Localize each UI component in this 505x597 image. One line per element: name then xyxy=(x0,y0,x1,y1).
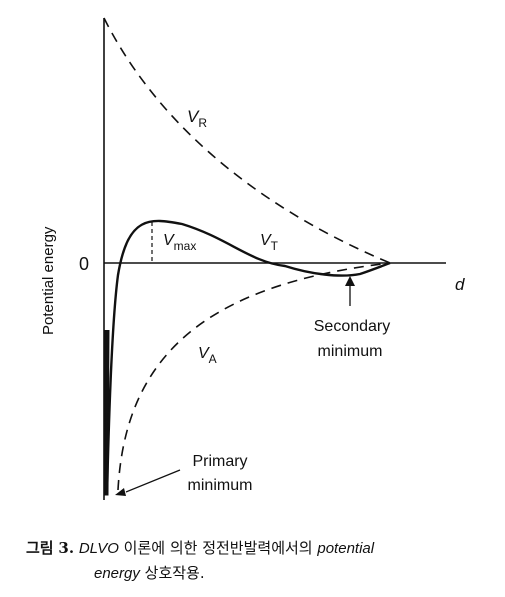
caption-italic-1: potential xyxy=(317,540,375,557)
primary-minimum-label-1: Primary xyxy=(192,453,247,470)
vt-sub: T xyxy=(271,239,279,253)
vmax-sub: max xyxy=(174,239,197,253)
secondary-minimum-label-1: Secondary xyxy=(314,318,391,335)
origin-label: 0 xyxy=(79,254,89,274)
caption-korean-2: 상호작용. xyxy=(144,564,205,582)
vt-label: VT xyxy=(260,232,279,253)
va-label: VA xyxy=(198,345,217,366)
caption-number: 3. xyxy=(58,539,75,557)
primary-minimum-label-2: minimum xyxy=(188,477,253,494)
secondary-min-arrowhead xyxy=(345,276,355,286)
vmax-label: Vmax xyxy=(163,232,196,253)
caption-prefix: 그림 xyxy=(26,539,54,557)
primary-min-arrowhead xyxy=(115,488,126,496)
va-main: V xyxy=(198,345,210,362)
repulsive-curve xyxy=(103,17,391,264)
primary-min-arrow xyxy=(125,469,181,493)
vt-main: V xyxy=(260,232,272,249)
dlvo-potential-diagram: Potential energy 0 d VR Vmax VT VA Secon… xyxy=(40,17,465,500)
vmax-main: V xyxy=(163,232,175,249)
vr-main: V xyxy=(187,107,200,126)
secondary-minimum-label-2: minimum xyxy=(318,343,383,360)
caption-line-2: energy 상호작용. xyxy=(26,561,496,586)
y-axis-label: Potential energy xyxy=(40,226,57,335)
x-axis-label: d xyxy=(455,275,465,294)
caption-italic-2: energy xyxy=(94,565,140,582)
va-sub: A xyxy=(209,352,217,366)
vr-sub: R xyxy=(198,116,207,130)
attractive-curve xyxy=(117,262,391,491)
figure-caption: 그림 3. DLVO 이론에 의한 정전반발력에서의 potential ene… xyxy=(26,536,496,586)
caption-theory: DLVO xyxy=(78,540,119,557)
caption-korean-1: 이론에 의한 정전반발력에서의 xyxy=(123,539,313,557)
total-curve xyxy=(105,219,391,496)
vr-label: VR xyxy=(187,107,207,130)
primary-minimum-spike xyxy=(103,329,110,496)
